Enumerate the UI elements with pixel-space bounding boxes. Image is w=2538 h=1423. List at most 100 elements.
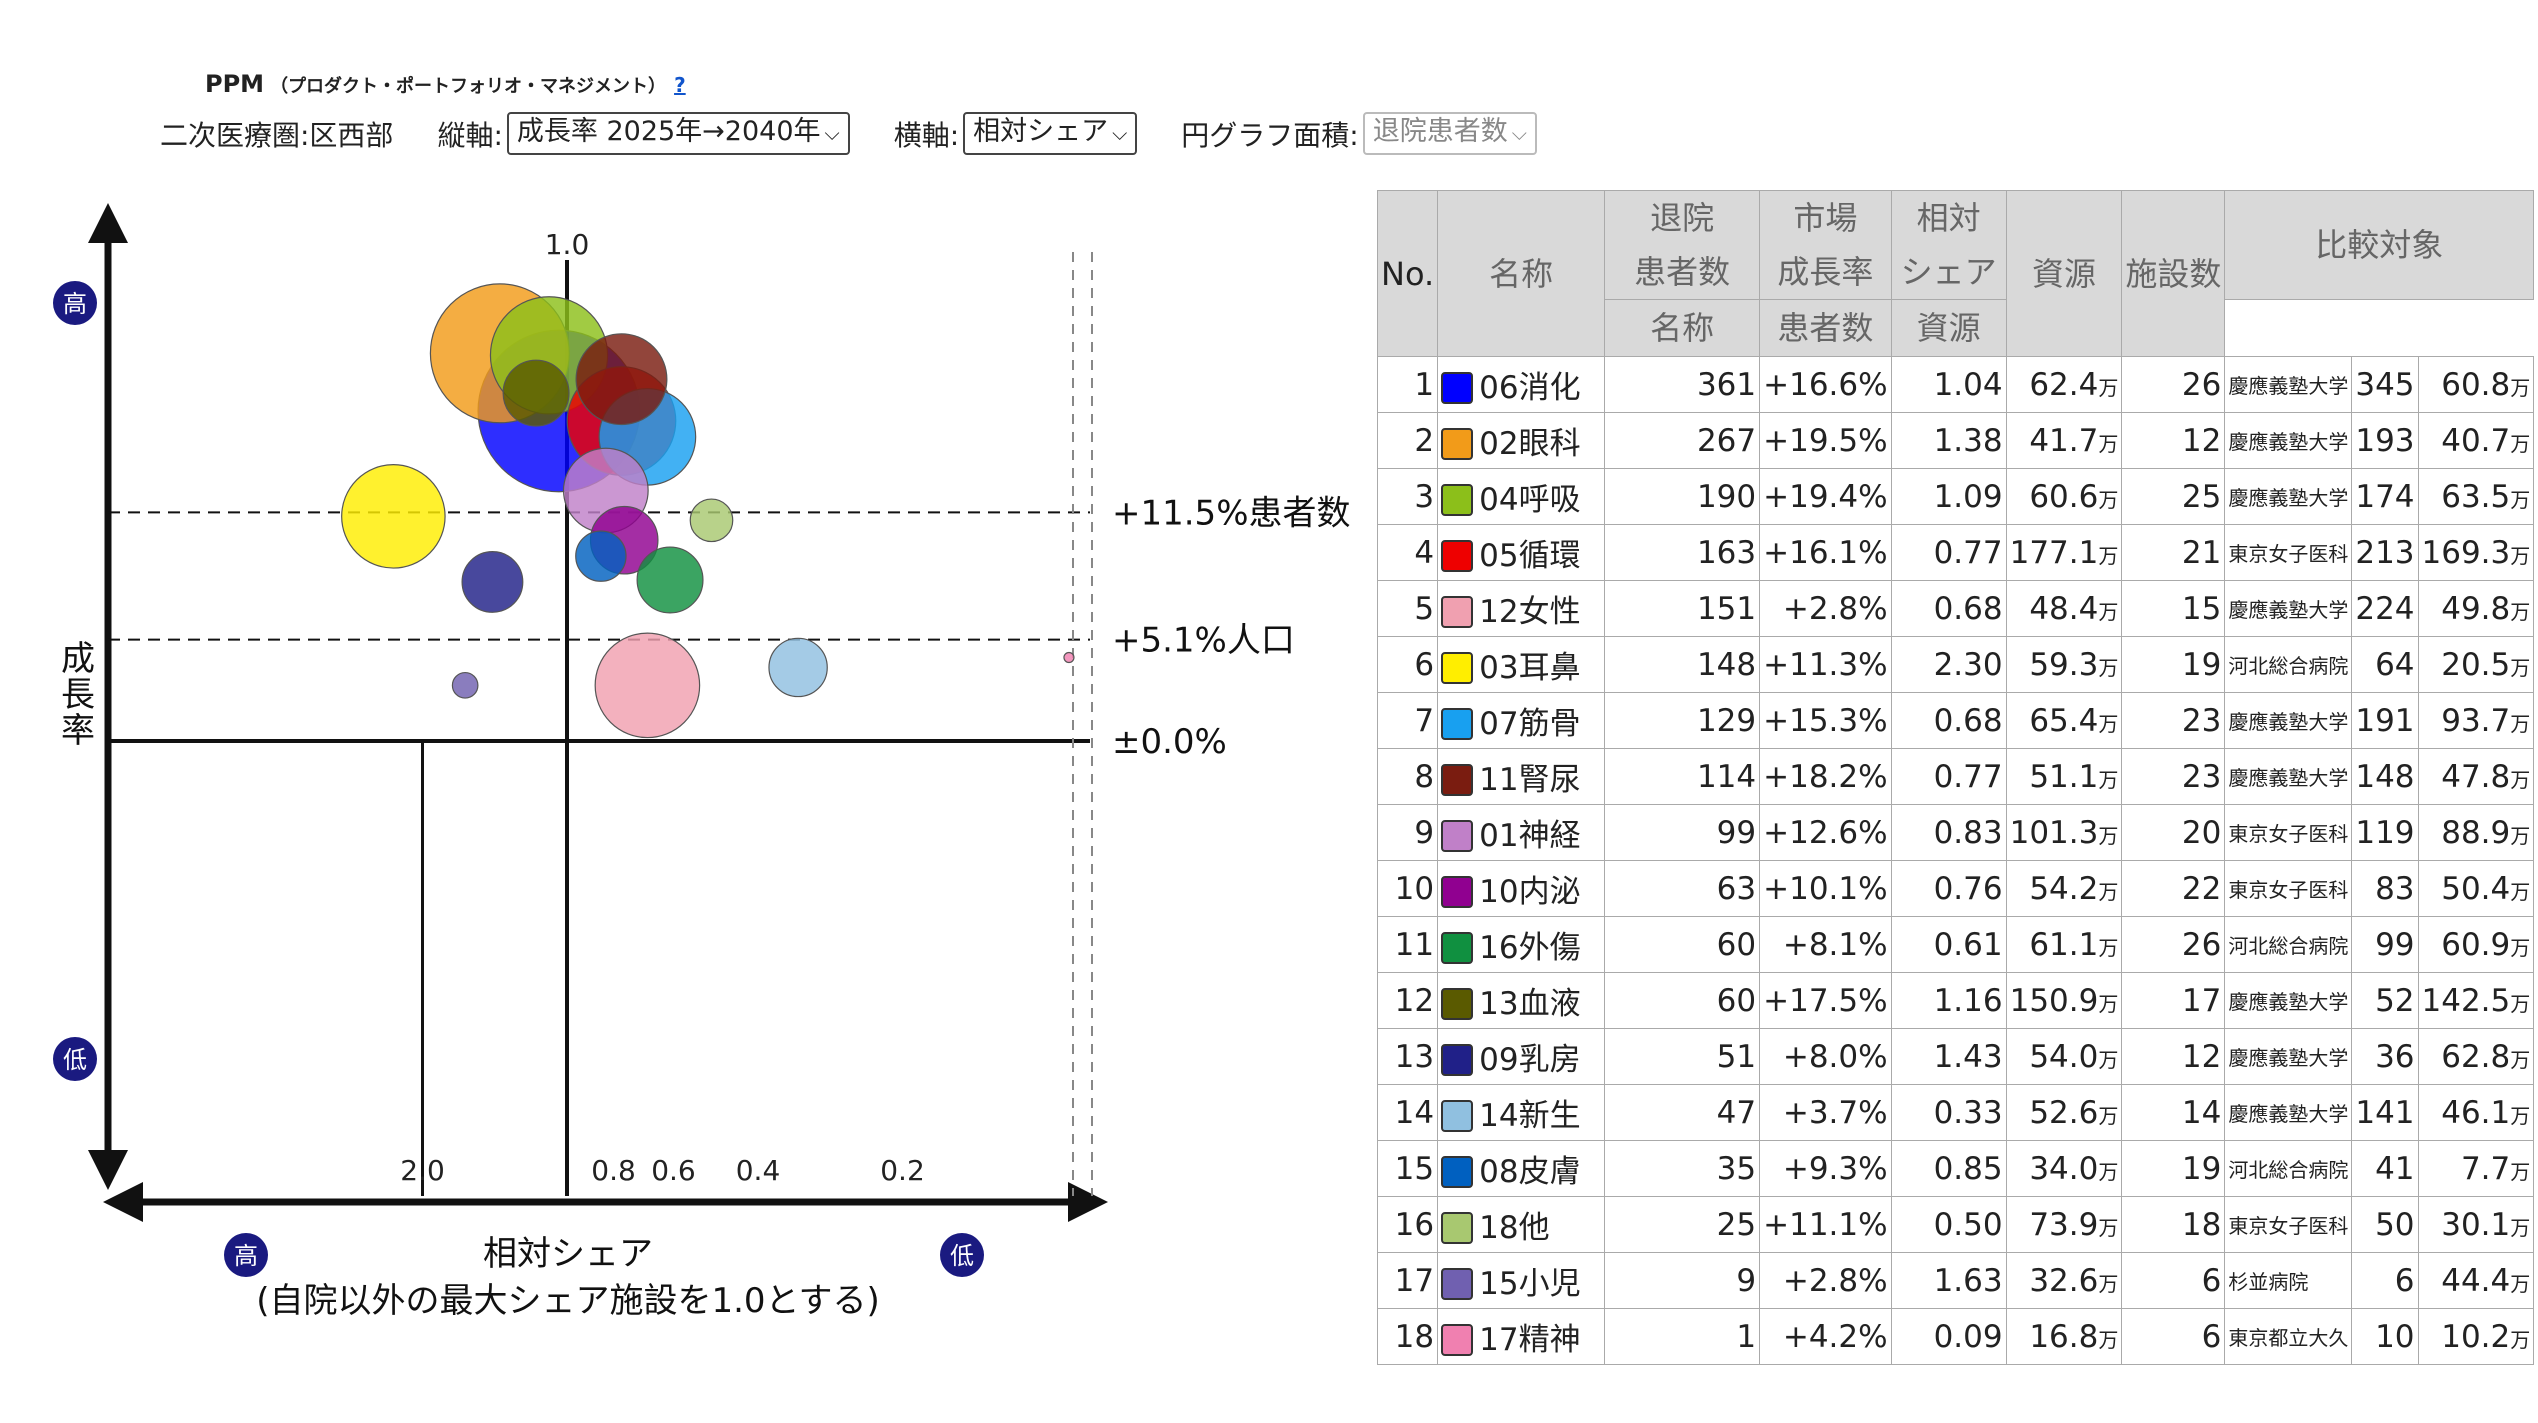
row-compare-name: 東京女子医科 <box>2224 804 2353 861</box>
col-share-2: シェア <box>1900 253 1997 291</box>
row-growth: +8.0% <box>1759 1028 1892 1085</box>
row-growth: +8.1% <box>1759 916 1892 973</box>
row-name: 03耳鼻 <box>1437 636 1606 693</box>
row-resource: 62.4万 <box>2005 356 2123 413</box>
row-patients: 129 <box>1604 692 1761 749</box>
row-growth: +11.1% <box>1759 1196 1892 1253</box>
table-row[interactable]: 10 10内泌 63 +10.1% 0.76 54.2万 22 東京女子医科 83 50.4万 <box>1376 860 2535 917</box>
row-growth: +3.7% <box>1759 1084 1892 1141</box>
table-row[interactable]: 1 06消化 361 +16.6% 1.04 62.4万 26 慶應義塾大学 345 60.8万 <box>1376 356 2535 413</box>
bubble-18他[interactable] <box>689 498 734 543</box>
color-swatch <box>1441 1267 1474 1300</box>
x-axis-select[interactable]: 相対シェア ⌵ <box>963 112 1138 155</box>
bubble-12女性[interactable] <box>594 632 701 739</box>
row-growth: +17.5% <box>1759 972 1892 1029</box>
size-select[interactable]: 退院患者数 ⌵ <box>1362 112 1537 155</box>
row-compare-name: 慶應義塾大学 <box>2224 412 2353 469</box>
row-name: 05循環 <box>1437 524 1606 581</box>
row-no: 3 <box>1376 468 1439 525</box>
color-swatch <box>1441 1043 1474 1076</box>
table-row[interactable]: 15 08皮膚 35 +9.3% 0.85 34.0万 19 河北総合病院 41 7.7万 <box>1376 1140 2535 1197</box>
bubble-09乳房[interactable] <box>461 551 524 613</box>
row-share: 0.33 <box>1890 1084 2007 1141</box>
y-axis-select[interactable]: 成長率 2025年→2040年 ⌵ <box>506 112 850 155</box>
row-facilities: 26 <box>2121 916 2226 973</box>
row-compare-name: 慶應義塾大学 <box>2224 468 2353 525</box>
bubble-14新生[interactable] <box>768 637 828 698</box>
col-compare: 比較対象 <box>2224 190 2535 300</box>
row-no: 18 <box>1376 1308 1439 1365</box>
table-row[interactable]: 3 04呼吸 190 +19.4% 1.09 60.6万 25 慶應義塾大学 174 63.5万 <box>1376 468 2535 525</box>
row-facilities: 23 <box>2121 748 2226 805</box>
y-axis-arrow-down <box>88 1150 128 1190</box>
row-compare-resource: 40.7万 <box>2417 412 2535 469</box>
row-compare-patients: 83 <box>2351 860 2419 917</box>
row-no: 9 <box>1376 804 1439 861</box>
color-swatch <box>1441 931 1474 964</box>
x-tick-label: 0.8 <box>591 1154 636 1187</box>
row-compare-resource: 30.1万 <box>2417 1196 2535 1253</box>
row-share: 0.77 <box>1890 748 2007 805</box>
row-facilities: 17 <box>2121 972 2226 1029</box>
y-low-label: 低 <box>63 1046 87 1074</box>
row-growth: +19.5% <box>1759 412 1892 469</box>
table-row[interactable]: 12 13血液 60 +17.5% 1.16 150.9万 17 慶應義塾大学 52 142.5万 <box>1376 972 2535 1029</box>
row-compare-patients: 191 <box>2351 692 2419 749</box>
x-axis-control: 横軸: 相対シェア ⌵ <box>894 112 1138 155</box>
bubble-03耳鼻[interactable] <box>341 464 446 569</box>
bubble-08皮膚[interactable] <box>575 530 627 582</box>
row-compare-patients: 213 <box>2351 524 2419 581</box>
color-swatch <box>1441 819 1474 852</box>
bubble-11腎尿[interactable] <box>575 333 668 426</box>
col-name: 名称 <box>1437 190 1606 357</box>
table-row[interactable]: 5 12女性 151 +2.8% 0.68 48.4万 15 慶應義塾大学 224 49.8万 <box>1376 580 2535 637</box>
row-resource: 54.2万 <box>2005 860 2123 917</box>
table-row[interactable]: 4 05循環 163 +16.1% 0.77 177.1万 21 東京女子医科 213 169.3… <box>1376 524 2535 581</box>
x-tick-label: 2.0 <box>400 1154 445 1187</box>
table-row[interactable]: 9 01神経 99 +12.6% 0.83 101.3万 20 東京女子医科 119 88.9万 <box>1376 804 2535 861</box>
row-facilities: 23 <box>2121 692 2226 749</box>
row-compare-name: 慶應義塾大学 <box>2224 1028 2353 1085</box>
reference-line-label: +11.5%患者数 <box>1112 493 1351 533</box>
table-row[interactable]: 2 02眼科 267 +19.5% 1.38 41.7万 12 慶應義塾大学 193 40.7万 <box>1376 412 2535 469</box>
table-row[interactable]: 8 11腎尿 114 +18.2% 0.77 51.1万 23 慶應義塾大学 148 47.8万 <box>1376 748 2535 805</box>
table-row[interactable]: 18 17精神 1 +4.2% 0.09 16.8万 6 東京都立大久 10 10.2万 <box>1376 1308 2535 1365</box>
row-resource: 60.6万 <box>2005 468 2123 525</box>
row-facilities: 19 <box>2121 1140 2226 1197</box>
row-patients: 267 <box>1604 412 1761 469</box>
table-row[interactable]: 17 15小児 9 +2.8% 1.63 32.6万 6 杉並病院 6 44.4万 <box>1376 1252 2535 1309</box>
table-row[interactable]: 11 16外傷 60 +8.1% 0.61 61.1万 26 河北総合病院 99 60.9万 <box>1376 916 2535 973</box>
row-patients: 63 <box>1604 860 1761 917</box>
x-high-label: 高 <box>234 1242 258 1270</box>
row-share: 0.76 <box>1890 860 2007 917</box>
bubble-16外傷[interactable] <box>636 546 704 614</box>
help-link[interactable]: ? <box>674 73 686 97</box>
controls-bar: 二次医療圏:区西部 縦軸: 成長率 2025年→2040年 ⌵ 横軸: 相対シェア… <box>160 112 1581 155</box>
bubble-17精神[interactable] <box>1063 651 1075 664</box>
row-compare-patients: 193 <box>2351 412 2419 469</box>
bubble-15小児[interactable] <box>451 671 479 699</box>
table-row[interactable]: 14 14新生 47 +3.7% 0.33 52.6万 14 慶應義塾大学 141 46.1万 <box>1376 1084 2535 1141</box>
bubble-layer <box>341 283 1075 739</box>
row-growth: +9.3% <box>1759 1140 1892 1197</box>
row-compare-name: 杉並病院 <box>2224 1252 2353 1309</box>
table-row[interactable]: 7 07筋骨 129 +15.3% 0.68 65.4万 23 慶應義塾大学 191 93.7万 <box>1376 692 2535 749</box>
row-share: 0.85 <box>1890 1140 2007 1197</box>
color-swatch <box>1441 1211 1474 1244</box>
row-compare-patients: 52 <box>2351 972 2419 1029</box>
table-row[interactable]: 13 09乳房 51 +8.0% 1.43 54.0万 12 慶應義塾大学 36 62.8万 <box>1376 1028 2535 1085</box>
row-facilities: 25 <box>2121 468 2226 525</box>
table-row[interactable]: 6 03耳鼻 148 +11.3% 2.30 59.3万 19 河北総合病院 64 20.5万 <box>1376 636 2535 693</box>
row-share: 1.63 <box>1890 1252 2007 1309</box>
row-no: 10 <box>1376 860 1439 917</box>
row-resource: 150.9万 <box>2005 972 2123 1029</box>
row-facilities: 6 <box>2121 1252 2226 1309</box>
table-subheader-row: 名称 患者数 資源 <box>1378 299 2534 357</box>
color-swatch <box>1441 1155 1474 1188</box>
bubble-13血液[interactable] <box>502 359 570 427</box>
x-low-label: 低 <box>950 1242 974 1270</box>
row-share: 2.30 <box>1890 636 2007 693</box>
x-tick-labels: 1.0 2.0 0.8 0.6 0.4 0.2 <box>400 228 925 1187</box>
table-row[interactable]: 16 18他 25 +11.1% 0.50 73.9万 18 東京女子医科 50 30.1万 <box>1376 1196 2535 1253</box>
table-header-row: No. 名称 退院 患者数 市場 成長率 相対 シェア 資源 施設数 比較対象 <box>1376 190 2535 357</box>
